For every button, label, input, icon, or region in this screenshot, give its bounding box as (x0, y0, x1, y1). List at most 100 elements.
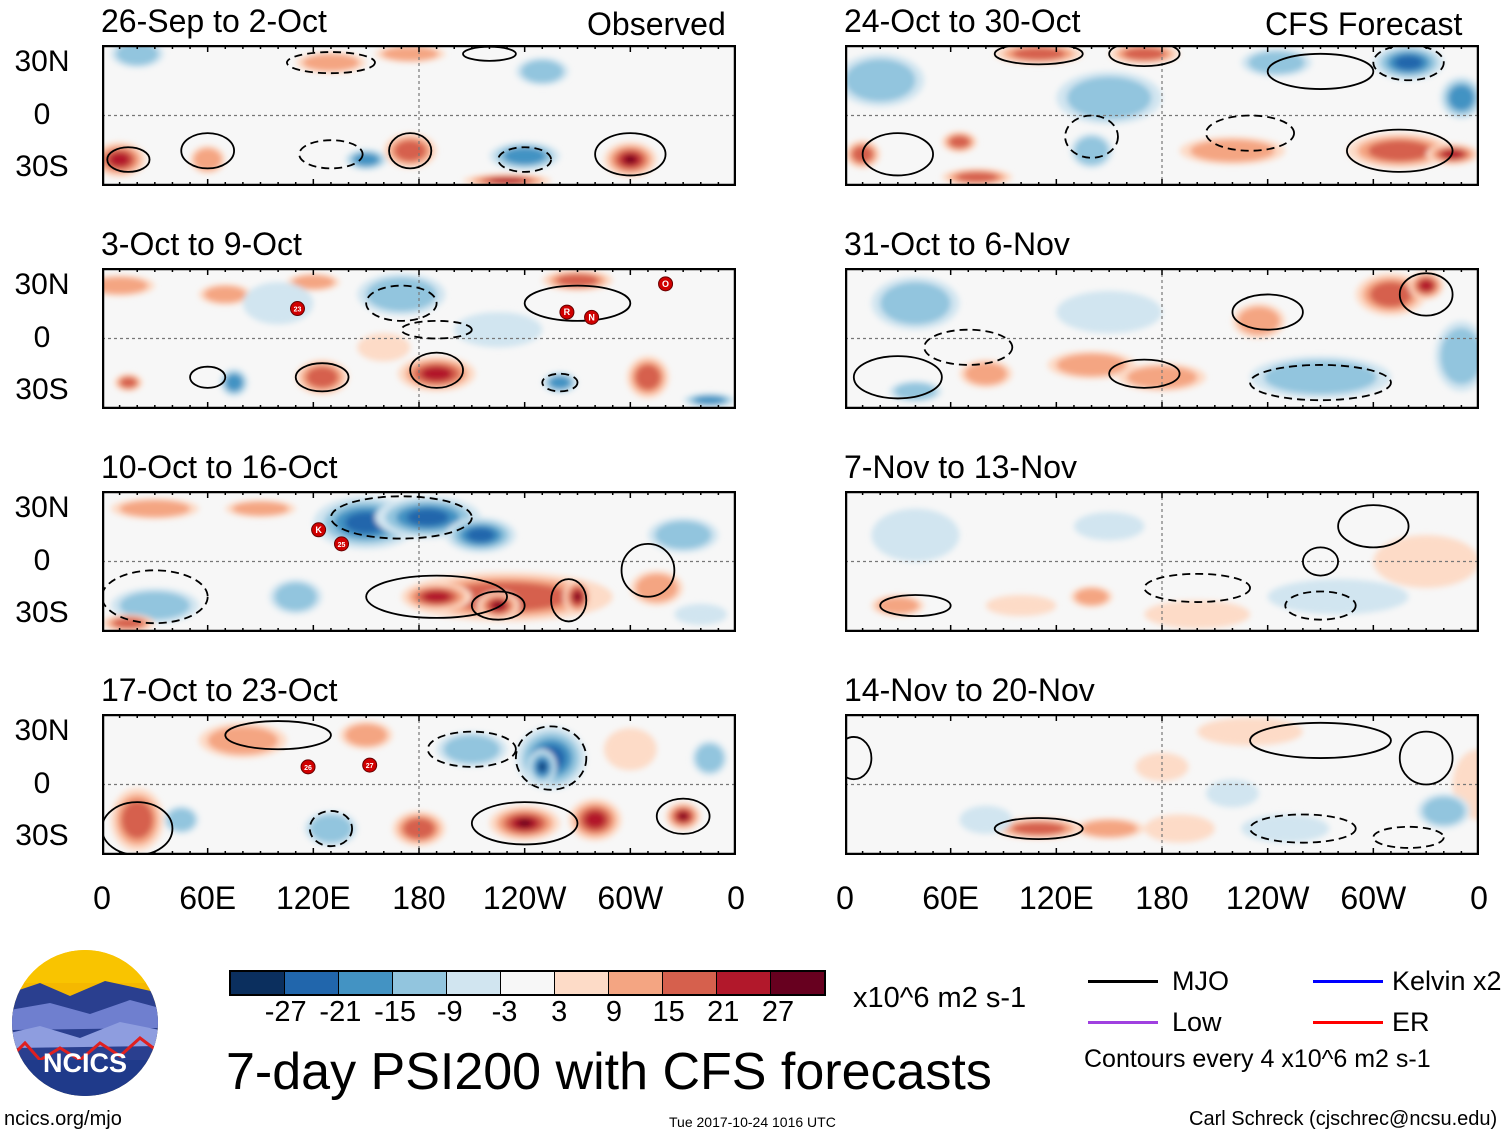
anomaly-blob (549, 376, 571, 389)
anomaly-blob (871, 508, 960, 562)
logo-text: NCICS (43, 1048, 127, 1078)
forecast-header: CFS Forecast (1265, 6, 1463, 42)
anomaly-blob (503, 147, 546, 165)
contour-positive (993, 45, 1084, 66)
storm-label: R (564, 307, 571, 317)
contour-negative (497, 146, 552, 173)
anomaly-blob (959, 805, 1013, 834)
anomaly-blob (119, 591, 191, 620)
anomaly-blob (366, 277, 437, 312)
anomaly-blob (880, 282, 951, 325)
tropical-cyclone-marker: 23 (289, 301, 305, 317)
contour-negative (286, 51, 376, 75)
contour-positive (1231, 293, 1304, 331)
anomaly-blob (302, 54, 360, 72)
contour-negative (1372, 45, 1445, 82)
colorbar-label: 15 (652, 996, 685, 1028)
legend-label-mjo: MJO (1172, 966, 1229, 996)
contour-negative (1249, 813, 1357, 844)
anomaly-blob (1012, 47, 1066, 61)
lat-label: 0 (33, 320, 51, 354)
map-panel: K 25 (102, 491, 736, 632)
contour-negative (1372, 825, 1445, 849)
anomaly-blob (845, 59, 916, 102)
anomaly-blob (443, 735, 501, 764)
footer-timestamp: Tue 2017-10-24 1016 UTC (669, 1114, 836, 1130)
storm-label: 27 (366, 763, 374, 770)
anomaly-blob (1419, 279, 1434, 292)
contour-positive (365, 574, 508, 619)
legend-line-er (1313, 1021, 1383, 1024)
contour-negative (1249, 364, 1392, 402)
footer-url[interactable]: ncics.org/mjo (4, 1108, 122, 1130)
contour-positive (993, 817, 1084, 841)
colorbar-label: -15 (374, 996, 417, 1028)
anomaly-blob (1369, 281, 1413, 308)
anomaly-blob (382, 46, 439, 61)
footer-author: Carl Schreck (cjschrec@ncsu.edu) (1189, 1108, 1498, 1130)
panel-title: 26-Sep to 2-Oct (101, 3, 327, 39)
lat-label: 30S (15, 373, 69, 407)
colorbar-swatch (609, 972, 663, 994)
colorbar-label: -9 (436, 996, 463, 1028)
anomaly-blob (603, 728, 657, 771)
anomaly-blob (1422, 796, 1465, 826)
contour-positive (1108, 358, 1181, 389)
colorbar (229, 970, 826, 996)
contour-negative (541, 372, 579, 393)
lon-label: 180 (392, 880, 446, 916)
lon-label: 120E (1018, 880, 1094, 916)
colorbar-swatch (717, 972, 771, 994)
anomaly-blob (1190, 139, 1275, 163)
contour-negative (1143, 572, 1251, 603)
anomaly-blob (539, 763, 546, 771)
anomaly-blob (345, 723, 388, 747)
contour-positive (1337, 504, 1410, 549)
lon-label: 120W (482, 880, 567, 916)
anomaly-blob (357, 333, 411, 362)
storm-label: 26 (304, 765, 312, 772)
map-panel (845, 45, 1479, 186)
anomaly-blob (421, 366, 453, 381)
anomaly-blob (948, 135, 971, 149)
anomaly-blob (654, 520, 712, 550)
lat-label: 30N (14, 713, 70, 747)
anomaly-blob (422, 591, 451, 603)
contour-positive (224, 720, 332, 751)
anomaly-blob (1012, 822, 1066, 835)
lon-label: 0 (93, 880, 111, 916)
contour-positive (655, 797, 711, 835)
anomaly-blob (876, 597, 919, 615)
contour-positive (1108, 45, 1181, 68)
anomaly-blob (494, 602, 503, 609)
colorbar-swatch (447, 972, 501, 994)
anomaly-blob (1080, 820, 1138, 838)
anomaly-blob (406, 508, 449, 526)
colorbar-swatch (501, 972, 555, 994)
anomaly-blob (1394, 55, 1423, 70)
contour-positive (409, 351, 464, 389)
anomaly-blob (521, 60, 564, 83)
lat-label: 30S (15, 150, 69, 184)
anomaly-blob (1144, 600, 1251, 629)
anomaly-blob (1368, 140, 1432, 162)
panel-title: 14-Nov to 20-Nov (844, 672, 1095, 708)
contour-positive (861, 132, 934, 177)
contour-positive (1398, 730, 1454, 786)
legend-line-low (1088, 1021, 1158, 1024)
anomaly-blob (964, 362, 1008, 386)
storm-label: 25 (338, 542, 346, 549)
lon-label: 60W (1340, 880, 1407, 916)
colorbar-swatch (771, 972, 824, 994)
anomaly-blob (693, 395, 726, 405)
anomaly-blob (1144, 814, 1215, 843)
contour-positive (550, 578, 588, 623)
anomaly-blob (394, 140, 427, 162)
contour-positive (388, 132, 433, 170)
contour-negative (400, 319, 473, 340)
anomaly-blob (695, 743, 724, 773)
contour-negative (102, 569, 209, 625)
colorbar-label: -27 (264, 996, 307, 1028)
anomaly-blob (232, 501, 289, 516)
anomaly-blob (674, 603, 728, 625)
